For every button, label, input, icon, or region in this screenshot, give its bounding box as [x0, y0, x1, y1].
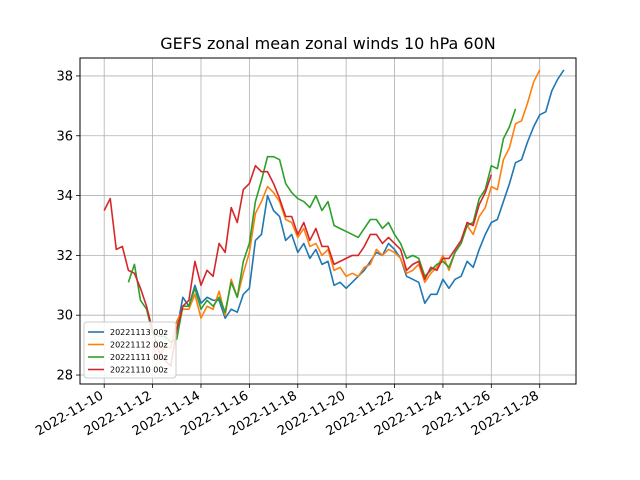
y-axis: 28 30 32 34 36 38 [56, 69, 80, 384]
legend-label: 20221111 00z [110, 353, 168, 362]
legend: 20221113 00z 20221112 00z 20221111 00z 2022… [83, 321, 177, 379]
series-line-2 [151, 69, 541, 361]
y-tick-label: 34 [56, 189, 73, 204]
y-tick-label: 32 [56, 249, 73, 264]
y-tick-label: 28 [56, 369, 73, 384]
legend-label: 20221113 00z [110, 328, 168, 337]
plot-frame [79, 57, 577, 385]
legend-label: 20221112 00z [110, 341, 168, 350]
legend-label: 20221110 00z [110, 366, 168, 375]
series-line-1 [175, 69, 565, 331]
series-lines [103, 69, 565, 367]
chart-title: GEFS zonal mean zonal winds 10 hPa 60N [160, 34, 495, 53]
series-line-3 [127, 108, 517, 343]
grid [80, 58, 576, 384]
y-tick-label: 30 [56, 309, 73, 324]
y-tick-label: 36 [56, 129, 73, 144]
legend-box [83, 321, 177, 379]
y-tick-label: 38 [56, 69, 73, 84]
